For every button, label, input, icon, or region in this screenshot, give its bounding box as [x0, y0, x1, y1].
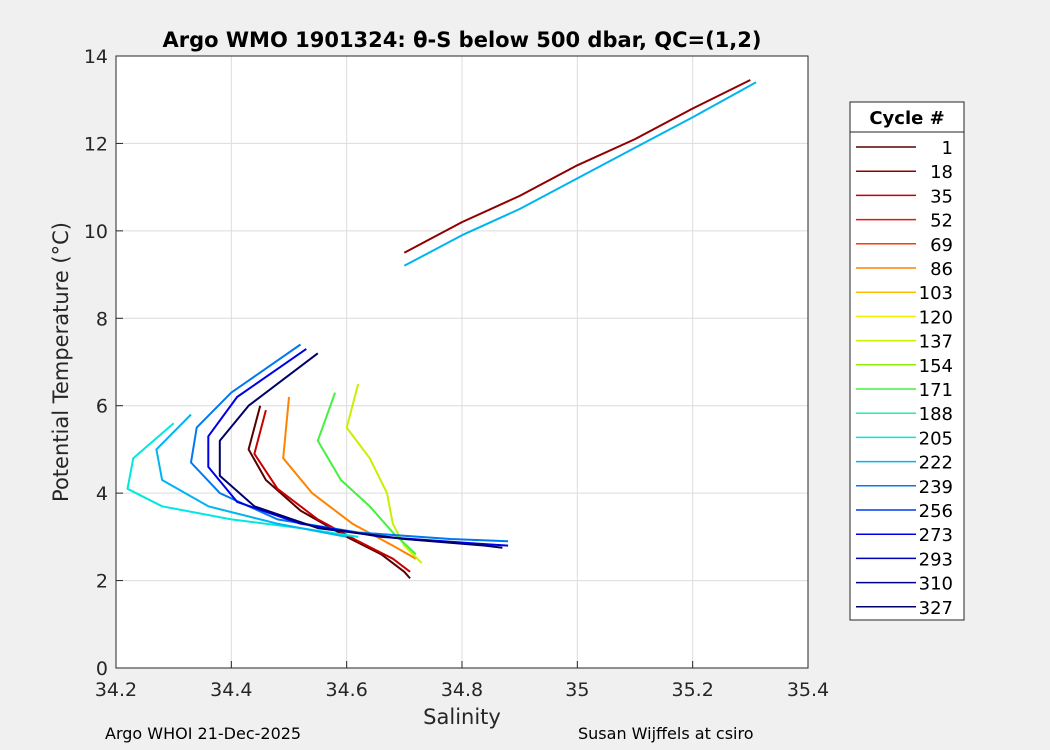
legend-label: 188	[919, 404, 953, 425]
x-tick-label: 34.6	[326, 679, 368, 701]
y-tick-label: 4	[96, 483, 108, 505]
legend-label: 205	[919, 428, 953, 449]
legend-label: 69	[930, 235, 953, 256]
footer-credit-left: Argo WHOI 21-Dec-2025	[105, 724, 302, 743]
x-tick-label: 35.4	[787, 679, 829, 701]
legend-label: 310	[919, 574, 953, 595]
legend-label: 273	[919, 525, 953, 546]
legend-label: 327	[919, 598, 953, 619]
legend-label: 35	[930, 186, 953, 207]
legend-label: 293	[919, 549, 953, 570]
x-axis-ticks: 34.2 34.4 34.6 34.8 35 35.2 35.4	[95, 661, 829, 701]
profile-line	[218, 352, 503, 549]
y-axis-label: Potential Temperature (°C)	[49, 222, 73, 502]
legend-label: 256	[919, 501, 953, 522]
y-tick-label: 10	[84, 221, 108, 243]
plot-lines	[126, 79, 757, 580]
legend-label: 86	[930, 259, 953, 280]
x-tick-label: 34.8	[441, 679, 483, 701]
legend-title: Cycle #	[869, 108, 944, 129]
y-tick-label: 12	[84, 133, 108, 155]
y-tick-label: 6	[96, 396, 108, 418]
legend-label: 1	[942, 138, 953, 159]
profile-line	[403, 79, 751, 254]
x-tick-label: 34.4	[210, 679, 252, 701]
legend-label: 222	[919, 453, 953, 474]
legend-label: 120	[919, 307, 953, 328]
legend-entries: 1 18 35 52 69 86 103 120 137 154 171 188 205 222 239 25…	[856, 138, 953, 619]
y-axis-ticks: 0 2 4 6 8 10 12 14	[84, 46, 123, 680]
profile-line	[190, 343, 509, 543]
y-tick-label: 8	[96, 308, 108, 330]
y-tick-label: 2	[96, 571, 108, 593]
footer-credit-right: Susan Wijffels at csiro	[578, 724, 754, 743]
profile-line	[403, 81, 757, 267]
x-tick-label: 35	[565, 679, 589, 701]
chart-title: Argo WMO 1901324: θ-S below 500 dbar, QC…	[163, 28, 762, 52]
legend-label: 103	[919, 283, 953, 304]
profile-line	[282, 396, 417, 560]
x-tick-label: 34.2	[95, 679, 137, 701]
profile-line	[253, 409, 411, 573]
legend: Cycle # 1 18 35 52 69 86 103 120 137 154 171 188 205…	[849, 101, 965, 621]
legend-label: 239	[919, 477, 953, 498]
legend-label: 137	[919, 332, 953, 353]
legend-label: 18	[930, 162, 953, 183]
x-axis-label: Salinity	[423, 705, 501, 729]
profile-line	[155, 413, 347, 538]
legend-label: 171	[919, 380, 953, 401]
legend-label: 52	[930, 211, 953, 232]
y-tick-label: 14	[84, 46, 108, 68]
legend-label: 154	[919, 356, 953, 377]
profile-line	[345, 383, 423, 564]
y-tick-label: 0	[96, 658, 108, 680]
profile-line	[247, 405, 411, 580]
x-tick-label: 35.2	[672, 679, 714, 701]
